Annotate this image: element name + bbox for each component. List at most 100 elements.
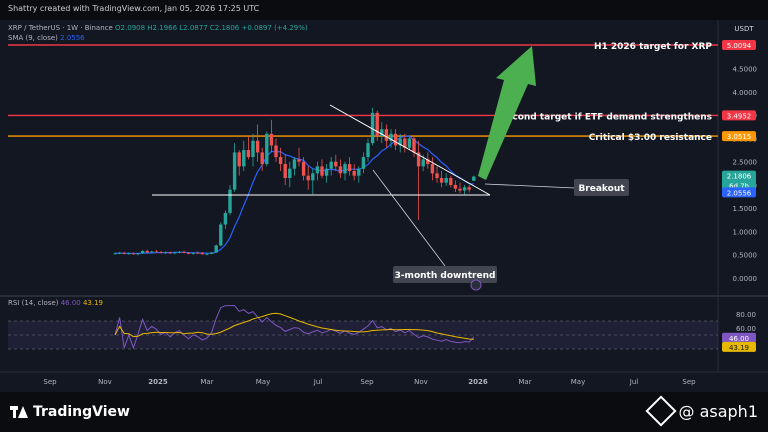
candle-body <box>453 184 458 189</box>
candle-body <box>154 251 159 253</box>
x-tick-label: Mar <box>518 378 531 386</box>
x-tick-label: Sep <box>43 378 57 386</box>
sma-legend: SMA (9, close) 2.0556 <box>8 34 85 42</box>
candle-body <box>251 140 255 158</box>
price-tag-label: 2.1806 <box>727 173 752 181</box>
price-chart[interactable]: 4.50004.00003.50003.00002.50002.00001.50… <box>0 20 768 392</box>
footer: TradingView @ asaph1 <box>0 392 768 432</box>
x-tick-label: May <box>256 378 270 386</box>
candle-body <box>297 159 301 162</box>
y-tick-label: 2.5000 <box>733 159 758 167</box>
candle-body <box>421 159 425 167</box>
candle-body <box>320 166 324 176</box>
candle-body <box>393 133 398 146</box>
currency-label: USDT <box>734 25 754 33</box>
candle-body <box>205 253 209 255</box>
top-bar: Shattry created with TradingView.com, Ja… <box>0 0 768 20</box>
candle-body <box>228 189 232 213</box>
candle-body <box>311 173 315 181</box>
downtrend-box <box>393 266 497 283</box>
candle-body <box>352 171 356 176</box>
candle-body <box>237 152 241 167</box>
tradingview-wordmark: TradingView <box>33 404 130 420</box>
candle-body <box>439 177 444 183</box>
y-tick-label: 1.0000 <box>733 228 758 236</box>
chart-credit: Shattry created with TradingView.com, Ja… <box>8 4 260 13</box>
rsi-ma-value: 43.19 <box>82 299 104 307</box>
candle-body <box>306 175 310 181</box>
candle-body <box>223 212 228 225</box>
candle-body <box>191 252 195 254</box>
y-tick-label: 4.0000 <box>733 89 758 97</box>
level-annotation: Critical $3.00 resistance <box>589 133 712 143</box>
x-tick-label: 2026 <box>468 378 488 386</box>
downtrend-pointer <box>372 169 446 267</box>
y-tick-label: 1.5000 <box>733 205 758 213</box>
candle-body <box>168 252 172 254</box>
candle-body <box>232 152 237 190</box>
candle-body <box>145 251 149 253</box>
candle-body <box>131 253 136 255</box>
rsi-value-tag <box>722 332 756 343</box>
candle-body <box>255 140 260 153</box>
candle-body <box>200 253 205 255</box>
candle-body <box>338 166 343 174</box>
candle-body <box>370 112 375 144</box>
candle-body <box>186 252 191 254</box>
x-tick-label: May <box>571 378 585 386</box>
candle-body <box>435 173 439 178</box>
candle-body <box>315 166 320 174</box>
rsi-value-tag-label: 46.00 <box>729 335 749 343</box>
author-handle-text: @ asaph1 <box>678 401 758 421</box>
x-tick-label: Jul <box>313 378 323 386</box>
x-tick-label: Nov <box>414 378 428 386</box>
price-tag-label: 5.0094 <box>727 42 752 50</box>
candle-body <box>334 161 338 167</box>
price-tag <box>722 40 756 50</box>
rsi-ma-tag <box>722 341 756 352</box>
candle-body <box>177 251 182 253</box>
candle-body <box>196 252 200 254</box>
candle-body <box>265 133 269 165</box>
candle-body <box>269 133 274 146</box>
candle-body <box>214 245 218 253</box>
chart-frame[interactable]: 4.50004.00003.50003.00002.50002.00001.50… <box>0 20 768 392</box>
candle-body <box>182 251 186 253</box>
symbol-legend: XRP / TetherUS · 1W · Binance O2.0908 H2… <box>8 24 308 32</box>
candle-body <box>357 168 361 176</box>
candle-body <box>173 252 177 254</box>
candle-body <box>159 251 163 253</box>
candle-body <box>458 188 462 191</box>
breakout-box <box>574 179 629 196</box>
candle-body <box>444 177 448 183</box>
candle-body <box>366 143 370 158</box>
rsi-label: RSI (14, close) <box>8 299 59 307</box>
candle-body <box>467 187 471 190</box>
tradingview-icon <box>10 406 28 418</box>
candle-body <box>301 161 306 176</box>
candle-body <box>375 112 379 137</box>
level-annotation: Second target if ETF demand strengthens <box>500 112 712 122</box>
candle-body <box>398 138 402 146</box>
candle-body <box>242 150 246 167</box>
candle-body <box>150 251 154 253</box>
y-tick-label: 0.0000 <box>733 275 758 283</box>
sma-label: SMA (9, close) <box>8 34 58 42</box>
candle-body <box>449 177 453 185</box>
candle-body <box>127 253 131 255</box>
x-tick-label: Sep <box>360 378 374 386</box>
rsi-tick-label: 60.00 <box>736 325 756 333</box>
price-tag-label: 3.4952 <box>727 112 752 120</box>
price-tag <box>722 187 756 198</box>
candle-body <box>136 253 140 255</box>
x-tick-label: 2025 <box>148 378 168 386</box>
rsi-value: 46.00 <box>60 299 81 307</box>
candle-body <box>113 253 117 255</box>
candle-body <box>219 224 223 246</box>
candle-body <box>472 176 476 181</box>
candle-body <box>361 157 366 169</box>
candle-body <box>209 252 214 254</box>
candle-body <box>412 138 416 153</box>
candle-body <box>140 251 145 254</box>
breakout-pointer <box>484 183 576 189</box>
